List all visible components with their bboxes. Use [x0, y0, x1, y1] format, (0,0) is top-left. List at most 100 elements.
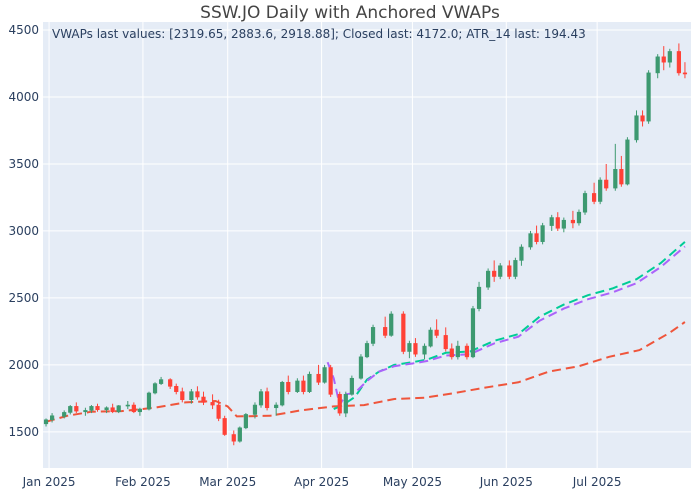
x-tick-label: Jan 2025	[22, 475, 76, 489]
candle-body	[576, 211, 582, 224]
candle-body	[470, 308, 476, 358]
candle	[252, 402, 258, 419]
candle	[322, 364, 327, 384]
candle	[137, 407, 142, 416]
candle-body	[389, 313, 394, 336]
candle	[682, 62, 688, 79]
candle	[613, 143, 618, 191]
candle	[146, 391, 152, 411]
candle-body	[422, 345, 427, 355]
candle-body	[243, 414, 248, 429]
candle-body	[646, 72, 651, 122]
candle-body	[428, 329, 433, 347]
candle	[68, 405, 73, 415]
chart-title: SSW.JO Daily with Anchored VWAPs	[200, 3, 500, 23]
candle-body	[634, 115, 639, 141]
candle-body	[258, 391, 264, 406]
candle	[89, 405, 94, 414]
candle-body	[74, 406, 79, 412]
candle	[74, 402, 79, 414]
candle-body	[264, 391, 270, 409]
candle-body	[604, 179, 609, 189]
candle-body	[152, 383, 158, 394]
candle	[343, 391, 348, 418]
candle	[492, 260, 497, 282]
candle-body	[540, 225, 545, 242]
candle	[110, 403, 115, 414]
candle	[449, 343, 454, 360]
candle	[598, 177, 603, 205]
candle	[401, 311, 406, 355]
candle	[455, 340, 460, 360]
candle-body	[592, 193, 597, 202]
candle-body	[201, 396, 206, 403]
candle-body	[274, 404, 279, 409]
candle	[640, 110, 645, 127]
candle-body	[358, 356, 364, 379]
candle	[43, 418, 49, 427]
candle-body	[231, 434, 236, 442]
candle-body	[146, 392, 152, 410]
candle-body	[49, 415, 55, 421]
candle-body	[116, 405, 121, 413]
candle-body	[95, 406, 100, 411]
candle	[168, 378, 173, 389]
candle-body	[449, 348, 454, 358]
candle-body	[237, 427, 242, 442]
candle	[189, 388, 194, 404]
candle-body	[407, 343, 412, 352]
candle-body	[549, 217, 554, 226]
candle	[370, 324, 376, 347]
candle-body	[216, 404, 221, 419]
candle	[258, 388, 264, 408]
candle	[570, 210, 576, 229]
candle	[534, 225, 539, 245]
candle	[625, 137, 630, 186]
candle	[49, 413, 55, 423]
candle-body	[180, 391, 185, 400]
y-tick-label: 2000	[8, 358, 39, 372]
candle-body	[110, 407, 115, 413]
candle	[576, 209, 582, 226]
candle-body	[661, 56, 666, 63]
candle	[222, 415, 227, 436]
candle	[443, 327, 448, 352]
candle-body	[62, 412, 67, 417]
candle	[237, 426, 242, 443]
candle-body	[655, 56, 660, 74]
candle-body	[343, 394, 348, 414]
candle	[422, 343, 427, 360]
candle	[328, 364, 333, 398]
candle-body	[498, 265, 503, 277]
candle-body	[413, 343, 418, 355]
candle-body	[280, 381, 285, 406]
plot-area	[43, 22, 691, 468]
x-tick-label: Apr 2025	[294, 475, 349, 489]
candle	[555, 212, 560, 231]
y-tick-label: 1500	[8, 425, 39, 439]
candle-body	[513, 260, 518, 277]
candle	[676, 43, 681, 76]
candle-body	[364, 343, 370, 358]
candle	[280, 380, 285, 407]
candle	[243, 413, 248, 430]
candle	[604, 163, 609, 191]
candle	[592, 182, 597, 205]
candle-body	[492, 270, 497, 277]
candle-body	[534, 233, 539, 242]
candle	[582, 190, 588, 215]
candle	[519, 244, 524, 266]
candle	[540, 222, 545, 245]
candle-body	[168, 379, 173, 387]
candle-body	[68, 406, 73, 413]
candle-body	[195, 391, 200, 398]
candle-body	[328, 367, 333, 395]
candle	[152, 382, 158, 395]
candle	[364, 340, 370, 359]
candle	[389, 311, 394, 337]
y-tick-label: 3000	[8, 224, 39, 238]
candle	[301, 375, 306, 395]
candle-body	[137, 408, 142, 413]
